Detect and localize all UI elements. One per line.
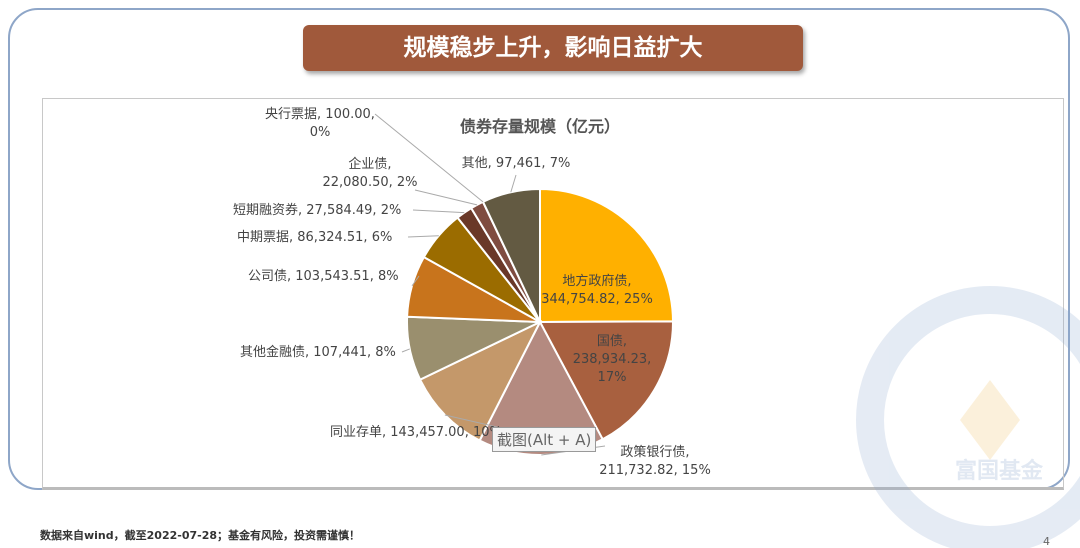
pie-slice-10: [481, 187, 541, 323]
data-label-0: 地方政府债, 344,754.82, 25%: [541, 273, 653, 307]
slide-title-banner: 规模稳步上升，影响日益扩大: [303, 25, 803, 71]
watermark-logo: 富国基金: [856, 286, 1080, 548]
data-label-4: 其他金融债, 107,441, 8%: [240, 344, 396, 360]
leader-line-6: [407, 235, 439, 238]
data-label-7: 短期融资券, 27,584.49, 2%: [233, 202, 401, 218]
data-label-1: 国债, 238,934.23, 17%: [573, 334, 652, 385]
page-number: 4: [1043, 535, 1050, 548]
screenshot-tooltip: 截图(Alt + A): [492, 427, 597, 452]
pie-slice-3: [418, 319, 543, 442]
data-label-9: 央行票据, 100.00, 0%: [265, 107, 375, 140]
data-label-2: 政策银行债, 211,732.82, 15%: [599, 444, 711, 478]
data-label-10: 其他, 97,461, 7%: [462, 156, 571, 171]
leader-line-8: [414, 189, 478, 206]
chart-area: [42, 98, 1064, 490]
data-label-8: 企业债, 22,080.50, 2%: [322, 156, 417, 190]
pie-slice-0: [539, 187, 675, 324]
watermark-text: 富国基金: [955, 458, 1044, 484]
data-label-5: 公司债, 103,543.51, 8%: [248, 269, 399, 284]
chart-title: 债券存量规模（亿元）: [460, 117, 620, 136]
leader-line-7: [412, 209, 465, 214]
data-label-6: 中期票据, 86,324.51, 6%: [237, 230, 392, 245]
pie-slice-1: [538, 320, 674, 441]
data-label-3: 同业存单, 143,457.00, 10%: [330, 425, 502, 440]
leader-line-10: [510, 174, 517, 193]
leader-line-9: [374, 113, 484, 203]
data-source-footnote: 数据来自wind，截至2022-07-28；基金有风险，投资需谨慎！: [40, 529, 360, 542]
leader-line-5: [411, 275, 420, 287]
leader-line-4: [401, 348, 410, 353]
